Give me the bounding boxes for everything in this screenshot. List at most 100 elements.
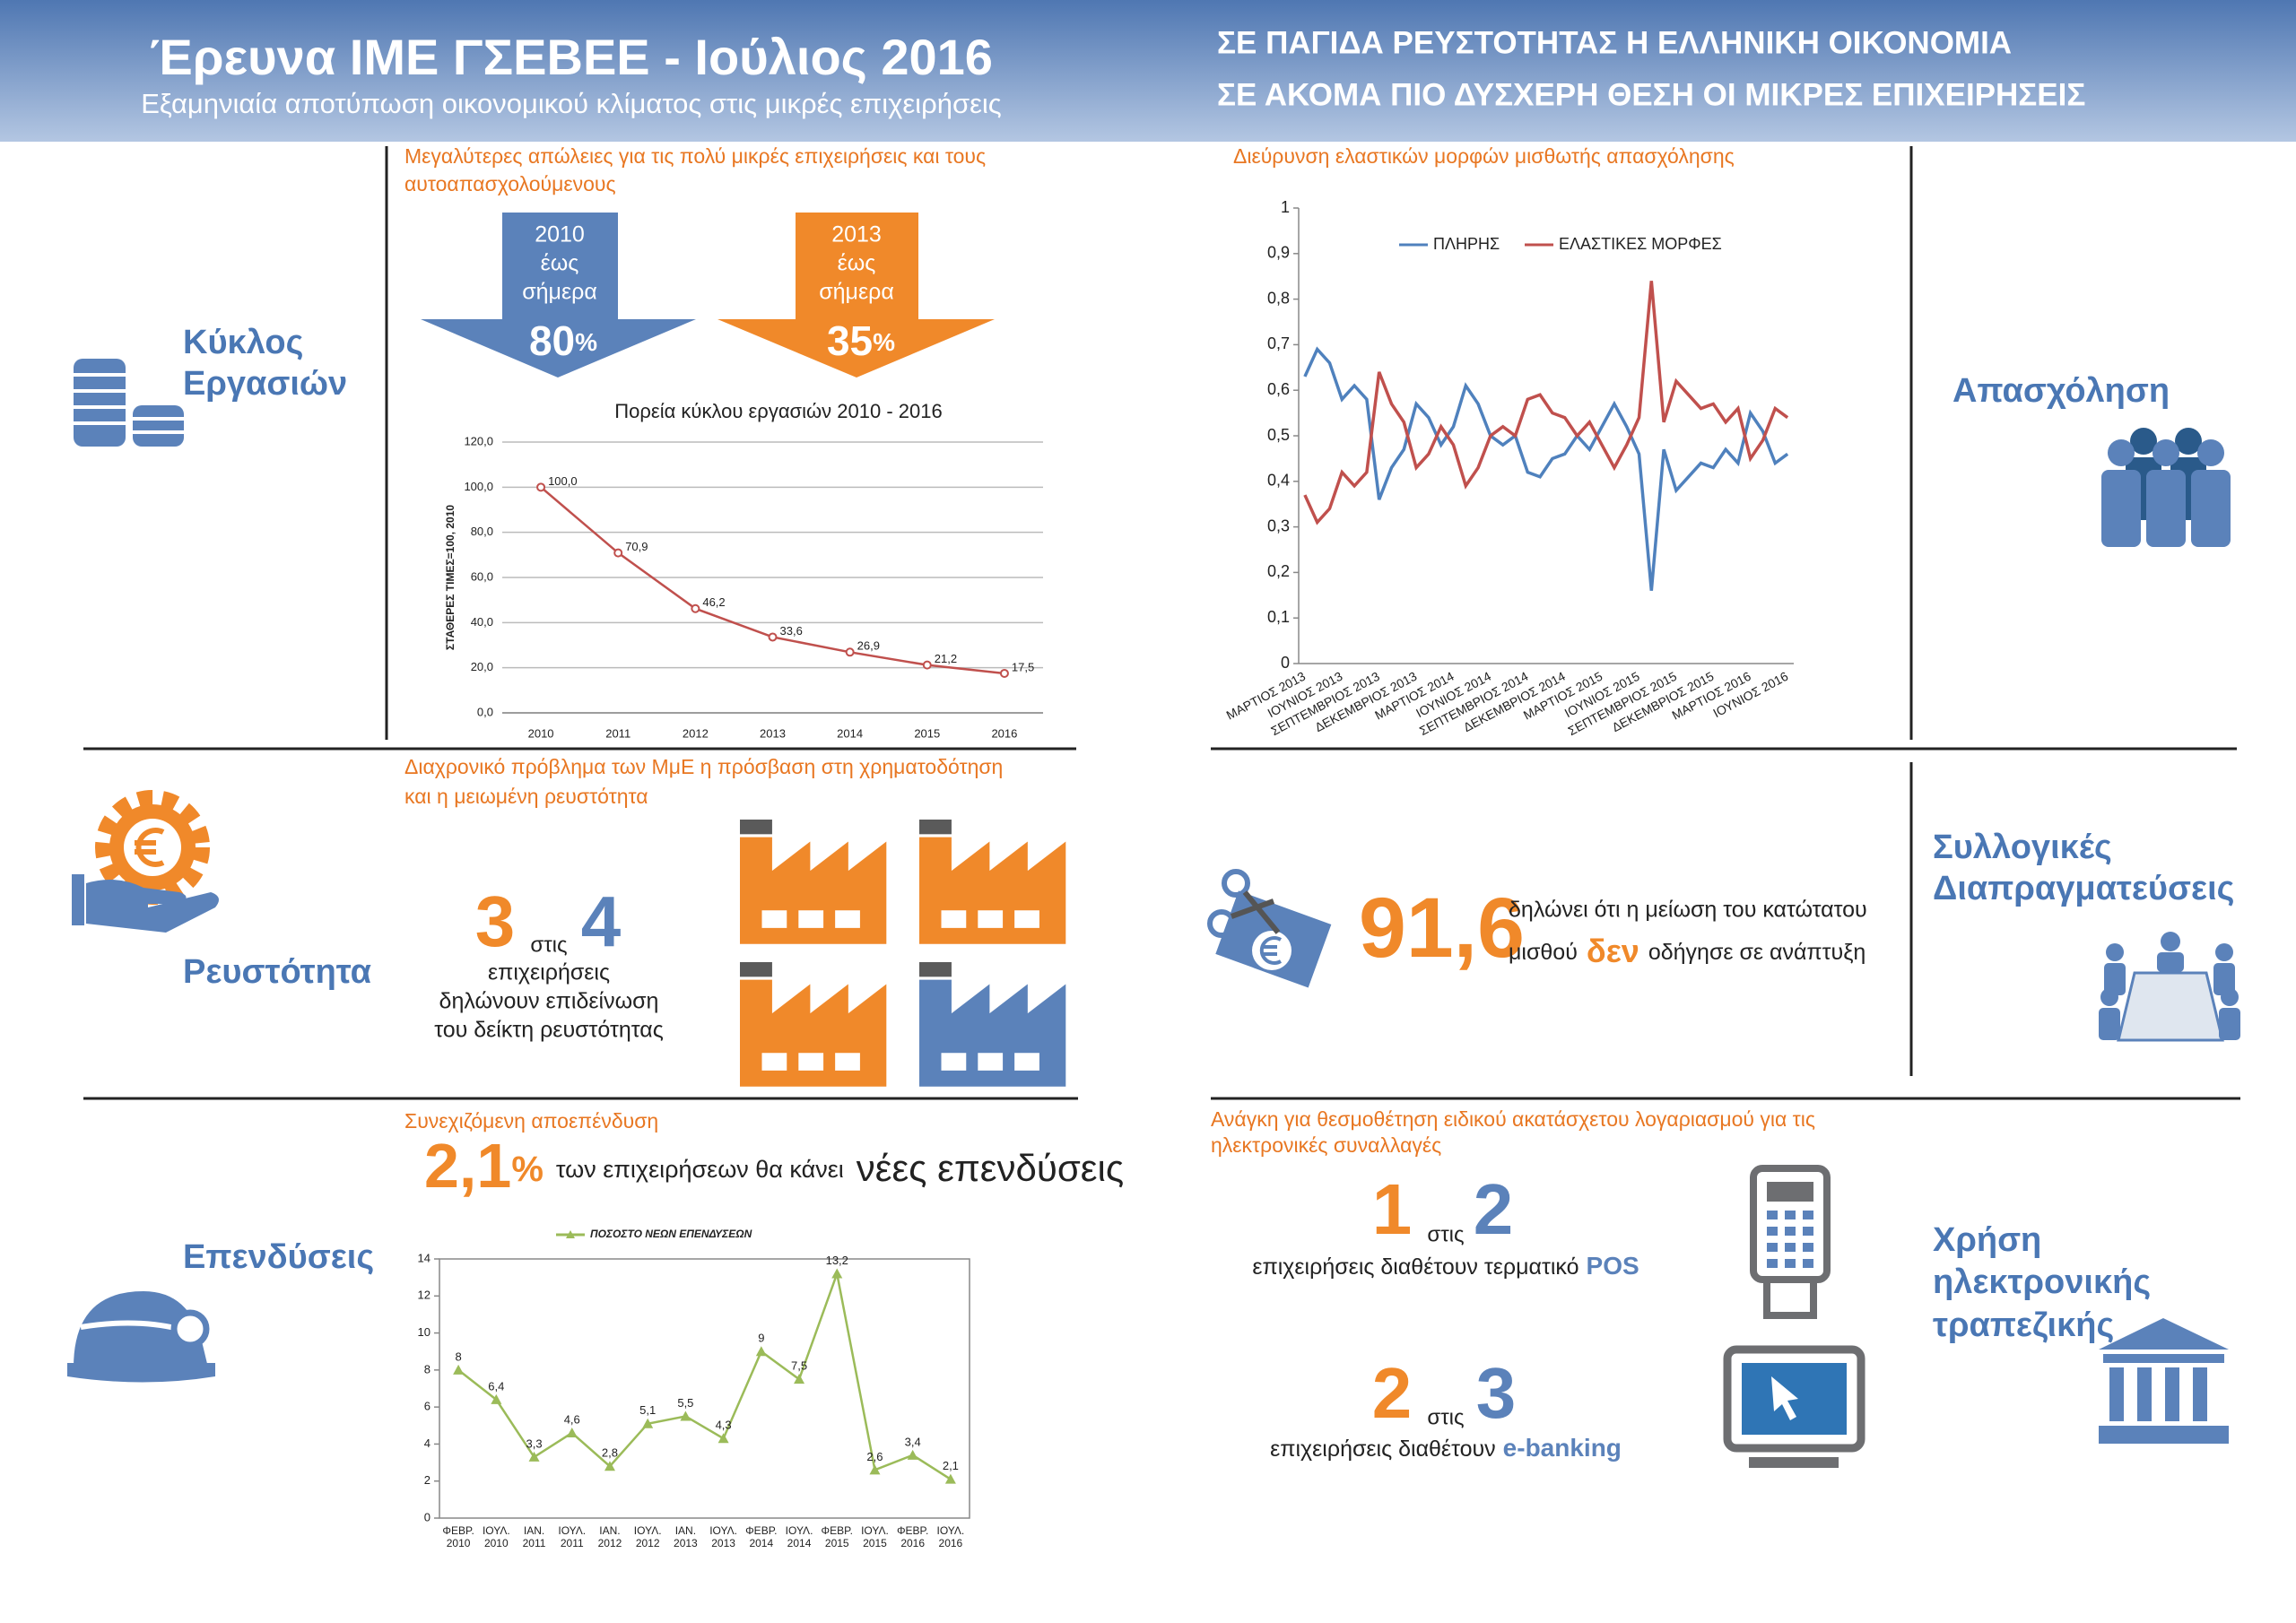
scissor-ring xyxy=(1222,869,1250,898)
x-tick-label: ΙΟΥΛ. 2013 xyxy=(709,1525,737,1549)
arrow-text: σήμερα xyxy=(819,280,894,305)
x-tick-label: ΙΑΝ. 2013 xyxy=(674,1525,698,1549)
section-heading: και η μειωμένη ρευστότητα xyxy=(404,785,648,808)
x-tick-label-box: ΦΕΒΡ. 2016 xyxy=(897,1525,928,1549)
emphasis: POS xyxy=(1587,1252,1639,1280)
data-label: 5,5 xyxy=(677,1396,693,1410)
head xyxy=(2100,988,2118,1006)
data-label: 33,6 xyxy=(780,624,803,638)
unit: % xyxy=(873,328,895,356)
stat-text: δηλώνει ότι η μείωση του κατώτατου xyxy=(1509,898,1867,923)
point xyxy=(831,1268,843,1279)
chart-title: Πορεία κύκλου εργασιών 2010 - 2016 xyxy=(614,400,942,422)
unit: % xyxy=(511,1150,544,1189)
x-tick-label: 2012 xyxy=(683,726,709,740)
legend-label: ΠΛΗΡΗΣ xyxy=(1433,235,1500,253)
lamp xyxy=(170,1309,210,1349)
text: των επιχειρήσεων θα κάνει xyxy=(556,1156,844,1183)
windows xyxy=(941,910,1039,928)
coin-stack xyxy=(133,405,184,447)
point xyxy=(999,668,1009,678)
x-tick-label-box: ΦΕΒΡ. 2015 xyxy=(822,1525,853,1549)
x-tick-label-box: ΦΕΒΡ. 2014 xyxy=(745,1525,777,1549)
point xyxy=(491,1393,502,1404)
section-label: Απασχόληση xyxy=(1952,372,2170,410)
emphasis: νέες επενδύσεις xyxy=(857,1147,1124,1189)
body xyxy=(2146,470,2186,547)
point xyxy=(944,1473,956,1484)
data-label: 46,2 xyxy=(702,595,725,609)
point xyxy=(566,1428,578,1438)
gear-hole xyxy=(124,819,181,876)
point xyxy=(755,1346,767,1357)
euro-sign xyxy=(1259,936,1283,965)
coins-icon xyxy=(74,359,184,447)
text: επιχειρήσεις διαθέτουν τερματικό xyxy=(1252,1254,1578,1280)
y-tick-label: 1 xyxy=(1281,198,1290,216)
section-heading: Ανάγκη για θεσμοθέτηση ειδικού ακατάσχετ… xyxy=(1211,1107,1815,1131)
point xyxy=(845,647,855,657)
stat-number: 1 xyxy=(1372,1169,1413,1249)
roof xyxy=(2099,1318,2229,1350)
section-label: Ρευστότητα xyxy=(183,953,371,991)
x-tick-label-box: ΙΟΥΛ. 2016 xyxy=(937,1525,965,1549)
point xyxy=(613,548,623,558)
data-label: 13,2 xyxy=(826,1254,848,1267)
section-label: Διαπραγματεύσεις xyxy=(1933,870,2234,907)
y-tick-label: 12 xyxy=(418,1289,430,1302)
x-tick-label-box: ΙΑΝ. 2011 xyxy=(523,1525,546,1549)
x-tick-label: 2014 xyxy=(837,726,863,740)
y-tick-label: 0,8 xyxy=(1267,289,1290,307)
body xyxy=(2219,1008,2240,1040)
stat-number: 3 xyxy=(1476,1353,1517,1433)
headline: ΣΕ ΑΚΟΜΑ ΠΙΟ ΔΥΣΧΕΡΗ ΘΕΣΗ ΟΙ ΜΙΚΡΕΣ ΕΠΙΧ… xyxy=(1217,77,2085,112)
y-tick-label: 0 xyxy=(424,1510,430,1523)
data-label: 21,2 xyxy=(935,652,957,665)
point xyxy=(768,632,778,642)
data-label: 2,6 xyxy=(866,1450,883,1463)
body xyxy=(2099,1008,2120,1040)
euro-sign xyxy=(135,828,165,867)
pos-screen xyxy=(1767,1182,1813,1202)
section-heading: Διαχρονικό πρόβλημα των ΜμΕ η πρόσβαση σ… xyxy=(404,755,1003,778)
section-heading: αυτοαπασχολούμενους xyxy=(404,172,616,195)
section-label: τραπεζικής xyxy=(1933,1306,2114,1344)
stat-number: 2 xyxy=(1474,1169,1514,1249)
y-tick-label: 0 xyxy=(1281,654,1290,672)
investment-stat: 2,1% των επιχειρήσεων θα κάνει νέες επενδύ… xyxy=(424,1131,1124,1201)
data-label: 3,3 xyxy=(526,1436,542,1450)
emphasis: δεν xyxy=(1587,933,1639,969)
stat-number: 4 xyxy=(581,881,622,961)
x-tick-label: ΦΕΒΡ. 2010 xyxy=(442,1525,474,1549)
factory xyxy=(919,979,1066,1087)
cursor xyxy=(1771,1376,1798,1420)
chimney-cap xyxy=(919,820,952,835)
people-icon xyxy=(2101,428,2231,547)
x-tick-label: ΙΟΥΛ. 2015 xyxy=(861,1525,889,1549)
data-label: 4,3 xyxy=(716,1419,732,1432)
y-tick-label: 0,5 xyxy=(1267,426,1290,444)
monitor-frame xyxy=(1723,1345,1866,1453)
stat-text: επιχειρήσεις xyxy=(488,960,610,985)
data-label: 7,5 xyxy=(791,1359,807,1373)
point xyxy=(528,1451,540,1462)
x-tick-label: ΙΟΥΛ. 2014 xyxy=(785,1525,813,1549)
liquidity-icon xyxy=(72,790,219,933)
text: μισθού xyxy=(1509,940,1578,965)
series-line xyxy=(457,1269,952,1480)
body xyxy=(2213,963,2235,995)
emphasis: e-banking xyxy=(1503,1434,1622,1462)
series-line xyxy=(540,486,1005,675)
data-label: 2,8 xyxy=(602,1446,618,1460)
factory-icon xyxy=(919,820,1066,944)
headline: ΣΕ ΠΑΓΙΔΑ ΡΕΥΣΤΟΤΗΤΑΣ Η ΕΛΛΗΝΙΚΗ ΟΙΚΟΝΟΜ… xyxy=(1217,25,2012,60)
y-tick-label: 0,0 xyxy=(477,705,493,718)
y-tick-label: 4 xyxy=(424,1436,430,1450)
point xyxy=(869,1464,881,1475)
y-tick-label: 8 xyxy=(424,1362,430,1376)
coin-lines xyxy=(74,373,184,434)
banknote-circle xyxy=(1252,931,1292,970)
factory-icon xyxy=(919,962,1066,1087)
point xyxy=(794,1374,805,1384)
